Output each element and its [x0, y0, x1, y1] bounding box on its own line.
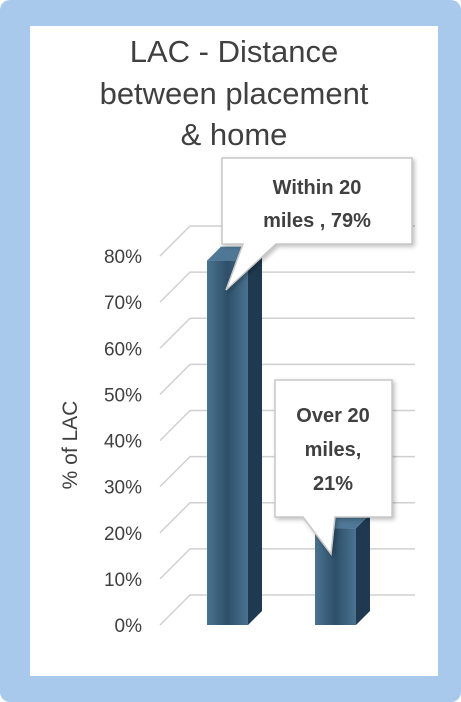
y-tick-label: 20% [104, 524, 142, 545]
data-label: miles, [305, 439, 362, 461]
bar [207, 260, 248, 625]
chart-title-line: between placement [100, 76, 369, 111]
data-label: Over 20 [296, 405, 369, 427]
chart-title-line: LAC - Distance [130, 34, 338, 69]
y-axis-label: % of LAC [59, 401, 82, 490]
data-label: miles , 79% [263, 210, 371, 232]
data-label-callout [221, 157, 413, 291]
y-tick-label: 50% [104, 385, 142, 406]
y-tick-label: 40% [104, 432, 142, 453]
y-tick-label: 10% [104, 570, 142, 591]
y-tick-label: 70% [104, 293, 142, 314]
data-label: Within 20 [273, 177, 362, 199]
gridline [159, 317, 415, 349]
bar-side [248, 246, 262, 626]
y-tick-label: 0% [115, 616, 143, 637]
gridline [159, 548, 415, 580]
gridline [159, 363, 415, 395]
data-label-callout [274, 379, 393, 556]
data-label: 21% [313, 473, 353, 495]
y-tick-label: 80% [104, 247, 142, 268]
bar-side [356, 514, 370, 625]
gridline [159, 271, 415, 303]
bar [315, 528, 356, 625]
y-tick-label: 30% [104, 478, 142, 499]
y-tick-label: 60% [104, 339, 142, 360]
chart-title-line: & home [181, 117, 288, 152]
gridline [159, 594, 415, 626]
